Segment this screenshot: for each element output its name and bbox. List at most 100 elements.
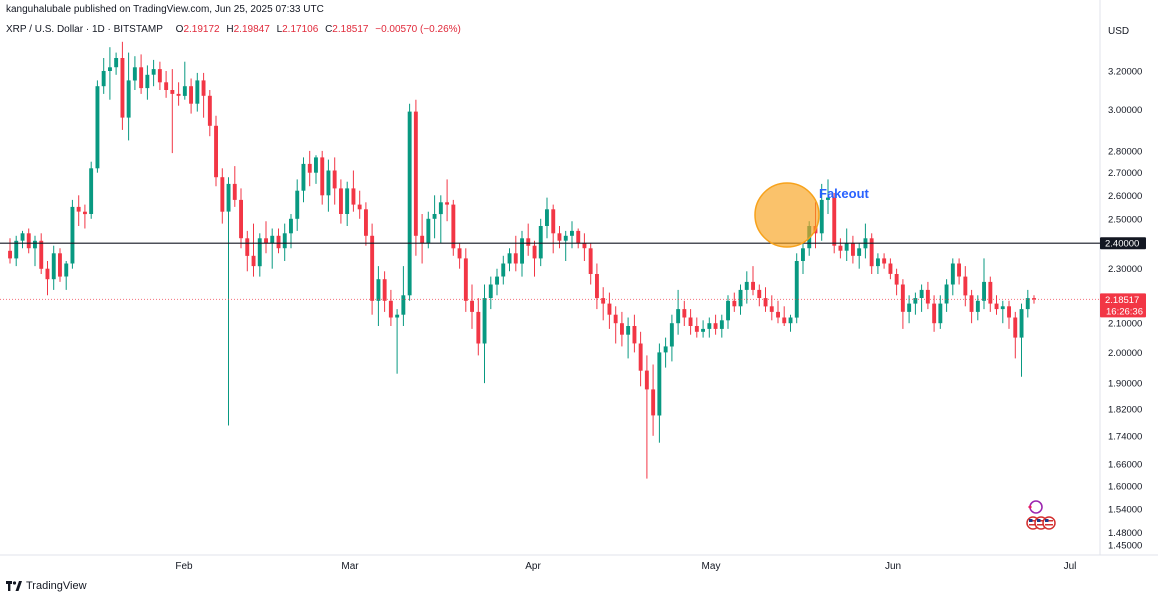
candle-body (794, 261, 799, 318)
candle-body (532, 245, 537, 259)
tradingview-logo[interactable]: TradingView (6, 580, 87, 592)
support-line-price-label: 2.40000 (1105, 239, 1139, 250)
price-tick-label: 2.00000 (1108, 348, 1142, 359)
candle (1000, 300, 1005, 324)
price-tick-label: 3.20000 (1108, 67, 1142, 78)
candle (826, 179, 830, 214)
candle-body (776, 311, 780, 318)
candle-body (545, 209, 549, 226)
open-value: 2.19172 (183, 24, 220, 35)
candle-body (488, 284, 493, 298)
candle-body (944, 284, 949, 304)
candle (707, 317, 712, 338)
candle (819, 183, 824, 241)
candle (601, 287, 606, 321)
us-flag-icon-stripe (1037, 520, 1045, 522)
candle-body (339, 188, 343, 214)
candle-body (245, 238, 250, 256)
candle (51, 245, 56, 290)
candle (957, 258, 961, 285)
candle (314, 155, 318, 184)
price-tick-label: 1.54000 (1108, 504, 1142, 515)
candle-body (45, 268, 50, 280)
candle (876, 253, 880, 274)
candle (676, 289, 681, 335)
candle (919, 284, 924, 312)
candle (332, 157, 337, 205)
candle-body (994, 303, 999, 310)
candle-body (913, 298, 918, 304)
sparkle-icon (1028, 500, 1043, 514)
candle (139, 54, 144, 94)
candle (220, 168, 225, 224)
candle (488, 276, 493, 310)
candle-body (26, 233, 31, 249)
support-line-price-badge (1100, 237, 1146, 250)
candle (620, 311, 624, 347)
publisher-line: kanguhalubale published on TradingView.c… (6, 4, 324, 15)
candle-body (751, 281, 755, 290)
candle (538, 218, 543, 267)
candle (339, 179, 343, 224)
candle (526, 223, 531, 256)
candle-body (58, 253, 62, 277)
candle (145, 65, 150, 100)
candle-body (182, 86, 187, 96)
candle (95, 80, 100, 173)
price-tick-label: 1.48000 (1108, 528, 1142, 539)
price-tick-label: 1.82000 (1108, 404, 1142, 415)
candle-body (595, 274, 599, 299)
price-tick-label: 1.74000 (1108, 431, 1142, 442)
candle-body (657, 352, 662, 416)
price-tick-label: 2.30000 (1108, 264, 1142, 275)
candle-body (276, 235, 281, 249)
candle (170, 69, 175, 154)
candle-body (744, 281, 749, 290)
candle (582, 233, 587, 261)
candle-body (207, 95, 212, 126)
candle-body (145, 74, 150, 89)
candle-body (463, 258, 468, 301)
candle-body (957, 263, 961, 277)
candle-body (651, 389, 656, 416)
us-flag-icon (1042, 516, 1056, 530)
candle-body (95, 86, 100, 169)
candle-body (64, 263, 69, 277)
candle-body (108, 67, 112, 71)
candle (694, 317, 699, 338)
candle (888, 258, 893, 280)
candle-body (114, 58, 119, 68)
us-flag-icon-ring (1042, 516, 1056, 530)
candle-body (120, 58, 125, 118)
price-axis[interactable]: 3.20000 3.00000 2.80000 2.70000 2.60000 2.500… (1100, 67, 1146, 552)
candle (382, 271, 387, 312)
candle (651, 364, 656, 436)
candle-body (201, 80, 206, 96)
candle-body (432, 214, 437, 219)
candle-body (801, 248, 805, 261)
candle (563, 230, 568, 261)
currency-label[interactable]: USD (1108, 26, 1130, 37)
candle (882, 253, 887, 269)
us-flag-icons (1026, 516, 1056, 530)
price-tick-label: 2.10000 (1108, 319, 1142, 330)
candle-body (788, 317, 793, 324)
time-axis[interactable]: Feb Mar Apr May Jun Jul (175, 561, 1076, 572)
candle (751, 266, 755, 296)
candle (950, 258, 955, 296)
candle (470, 284, 474, 329)
candle-body (520, 238, 524, 264)
candle (33, 235, 37, 267)
candle-body (757, 289, 762, 298)
candle-body (682, 309, 687, 318)
candle (532, 240, 537, 277)
candle (738, 284, 743, 315)
candle-body (669, 323, 674, 347)
price-tick-label: 2.50000 (1108, 214, 1142, 225)
overlay-layer: Fakeout (0, 182, 1100, 530)
high-label: H (226, 24, 234, 35)
symbol-name[interactable]: XRP / U.S. Dollar · 1D · BITSTAMP (6, 24, 163, 35)
candle (982, 258, 986, 310)
candle (551, 204, 556, 254)
